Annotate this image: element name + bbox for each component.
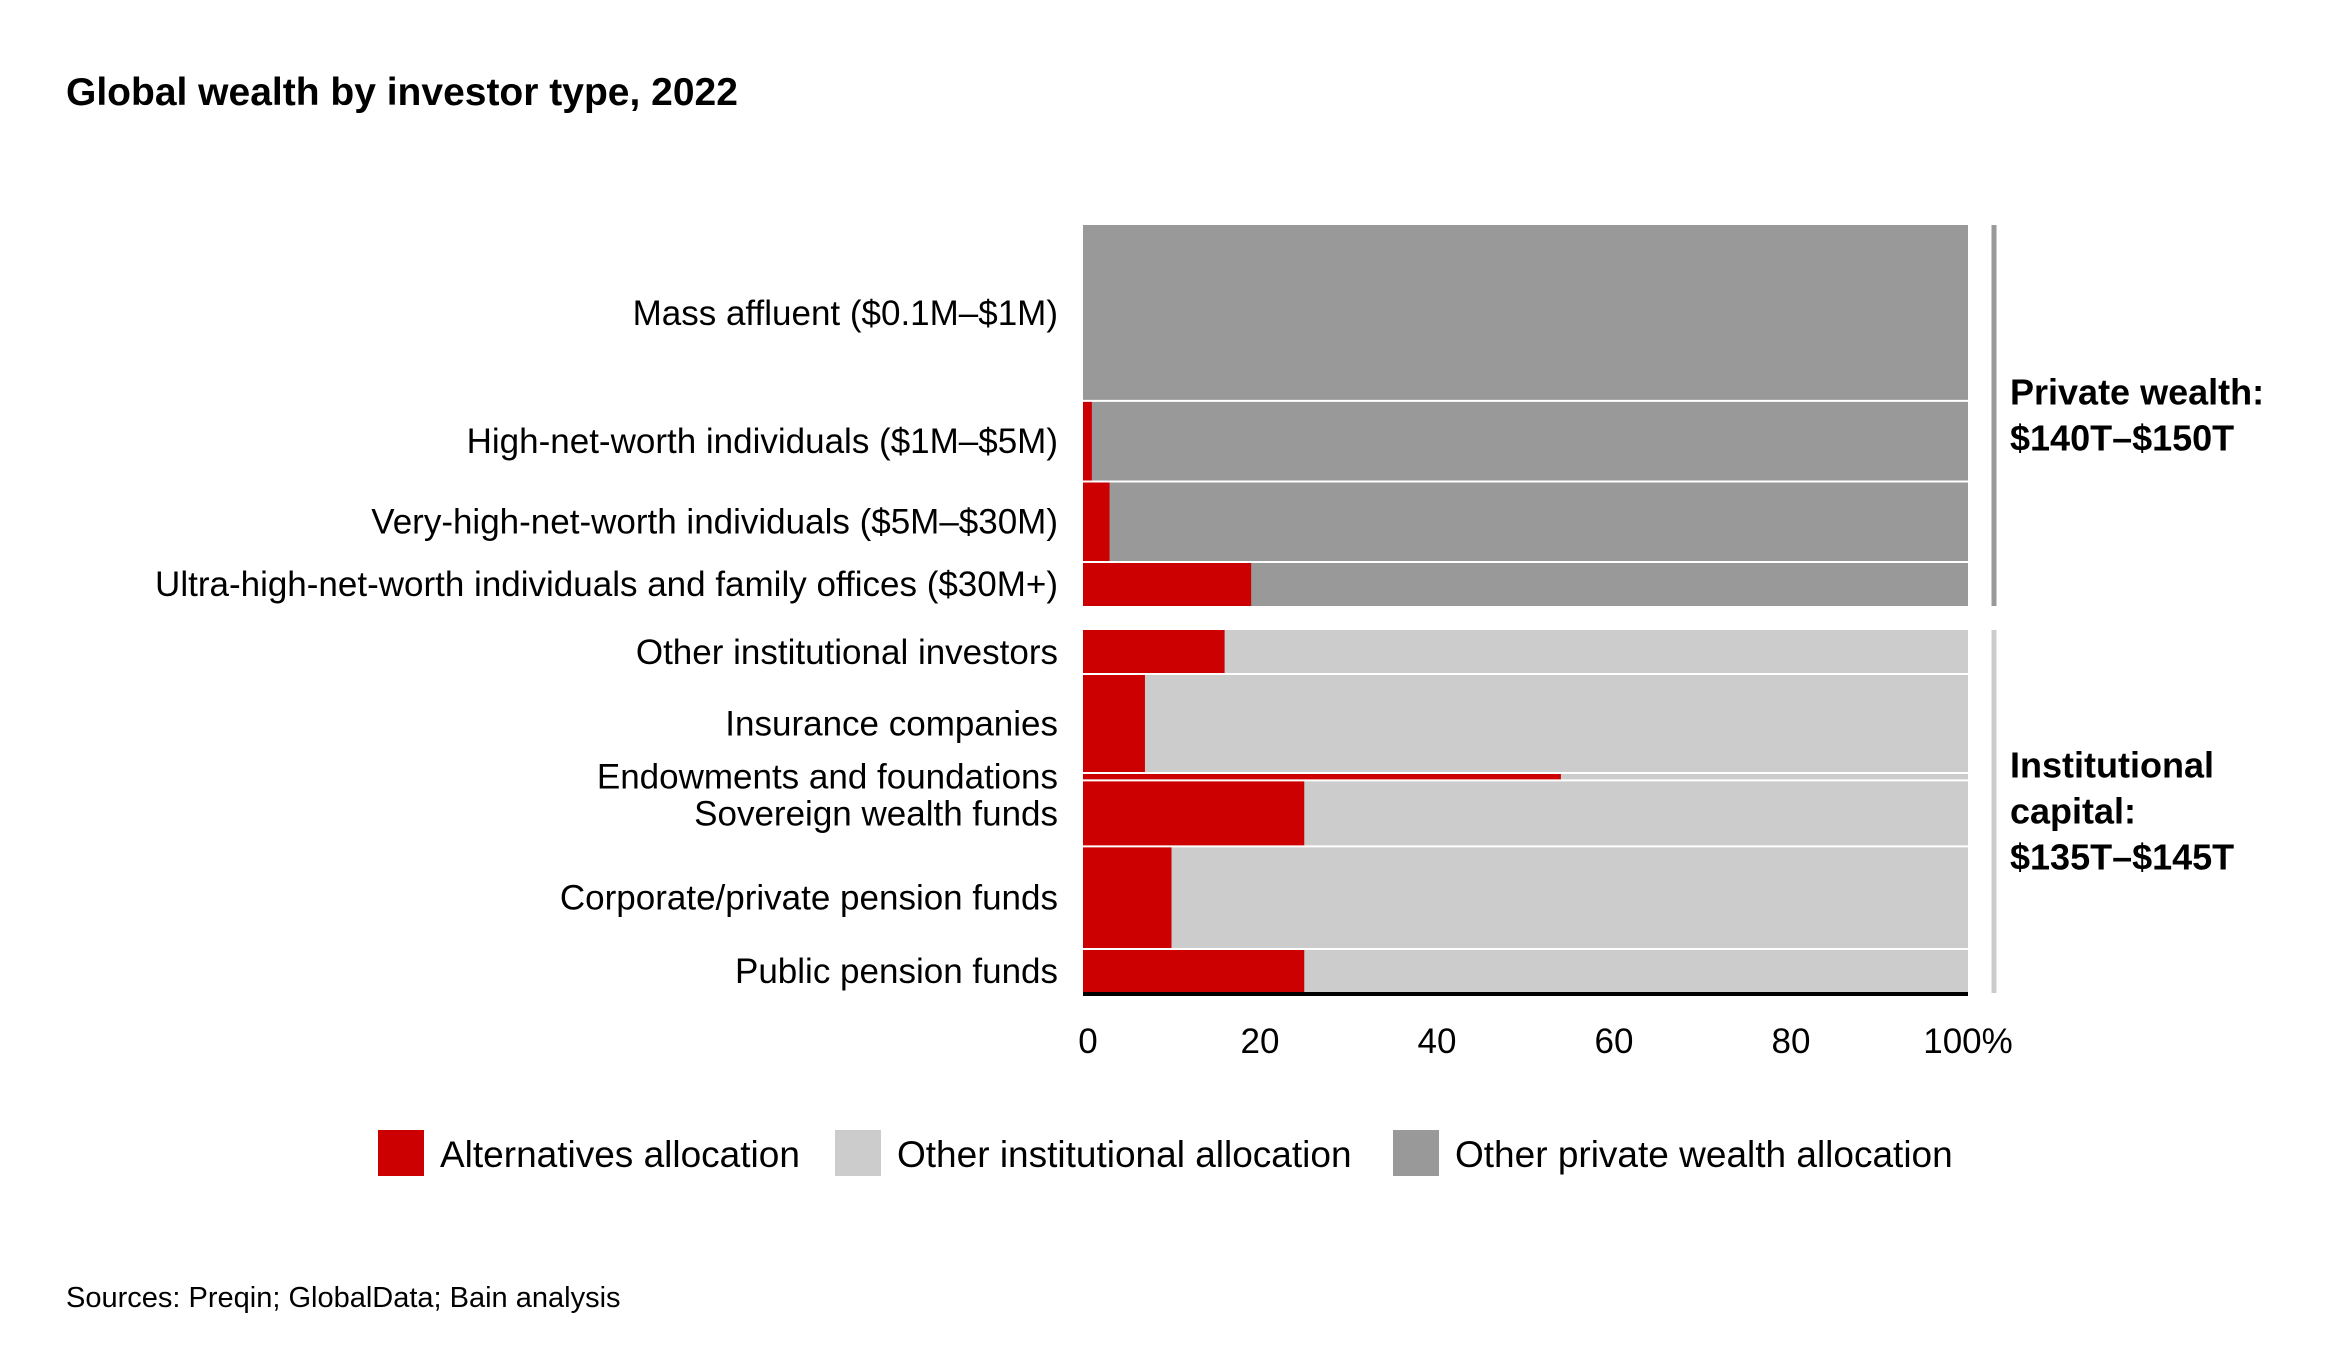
bars [1083, 225, 1968, 993]
bar-alternatives [1083, 773, 1561, 781]
legend-label: Other institutional allocation [897, 1134, 1352, 1175]
x-tick-label: 80 [1772, 1022, 1811, 1061]
category-label: Other institutional investors [636, 633, 1058, 672]
category-label: High-net-worth individuals ($1M–$5M) [467, 422, 1058, 461]
group-label: Institutional [2010, 745, 2214, 786]
group-label: $140T–$150T [2010, 418, 2234, 459]
group-brackets: Private wealth: $140T–$150T Institutional c… [1991, 225, 2264, 993]
bar-remainder [1083, 481, 1968, 563]
x-tick-label: 0 [1078, 1022, 1097, 1061]
category-label: Sovereign wealth funds [694, 794, 1058, 833]
x-tick-label: 40 [1418, 1022, 1457, 1061]
bar-alternatives [1083, 780, 1305, 847]
group-label: capital: [2010, 791, 2136, 832]
bar-alternatives [1083, 949, 1305, 993]
category-label: Endowments and foundations [597, 758, 1058, 797]
legend-label: Alternatives allocation [440, 1134, 800, 1175]
bar-alternatives [1083, 674, 1145, 773]
x-tick-label: 60 [1595, 1022, 1634, 1061]
category-label: Mass affluent ($0.1M–$1M) [633, 294, 1058, 333]
category-label: Very-high-net-worth individuals ($5M–$30… [371, 503, 1058, 542]
bar-remainder [1083, 674, 1968, 773]
legend-swatch [378, 1130, 424, 1176]
category-labels: Mass affluent ($0.1M–$1M) High-net-worth … [155, 294, 1058, 991]
group-label: $135T–$145T [2010, 837, 2234, 878]
x-tick-label: 20 [1241, 1022, 1280, 1061]
x-axis: 0 20 40 60 80 100% [1078, 992, 2013, 1061]
category-label: Public pension funds [735, 952, 1058, 991]
bar-remainder [1083, 630, 1968, 674]
bar-alternatives [1083, 400, 1092, 482]
bar-alternatives [1083, 562, 1252, 606]
legend-swatch [1393, 1130, 1439, 1176]
category-label: Insurance companies [725, 705, 1058, 744]
bar-alternatives [1083, 630, 1225, 674]
category-label: Corporate/private pension funds [560, 879, 1058, 918]
legend: Alternatives allocation Other institution… [378, 1130, 1953, 1176]
chart-title: Global wealth by investor type, 2022 [66, 71, 738, 114]
bar-remainder [1083, 846, 1968, 949]
legend-swatch [835, 1130, 881, 1176]
bar-alternatives [1083, 481, 1110, 563]
bar-remainder [1083, 225, 1968, 401]
x-tick-label: 100% [1923, 1022, 2013, 1061]
legend-label: Other private wealth allocation [1455, 1134, 1953, 1175]
bar-remainder [1083, 400, 1968, 482]
bar-alternatives [1083, 846, 1172, 949]
source-note: Sources: Preqin; GlobalData; Bain analys… [66, 1282, 621, 1314]
group-label: Private wealth: [2010, 372, 2264, 413]
category-label: Ultra-high-net-worth individuals and fam… [155, 565, 1058, 604]
